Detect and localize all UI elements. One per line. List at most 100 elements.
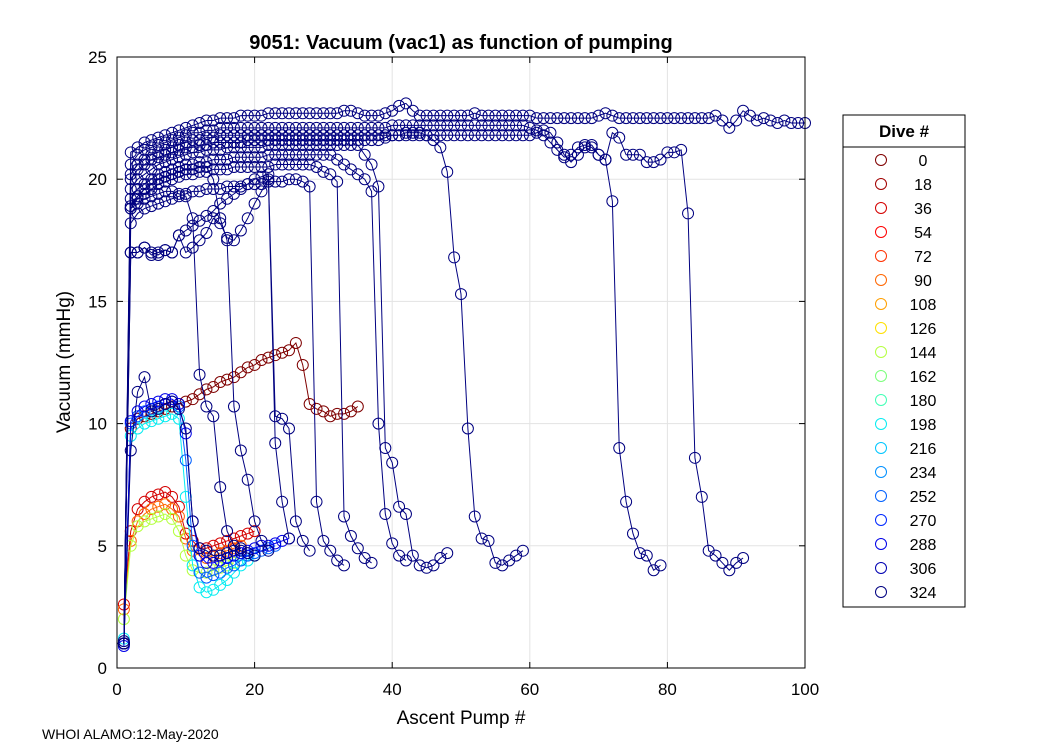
data-series-group	[117, 97, 811, 653]
data-point	[695, 490, 708, 503]
data-point	[214, 163, 227, 176]
data-point	[124, 182, 137, 195]
legend-marker	[875, 418, 887, 430]
data-point	[283, 121, 295, 134]
data-point	[344, 138, 357, 151]
data-point	[627, 527, 639, 540]
data-point	[166, 173, 179, 186]
data-point	[482, 119, 495, 132]
data-point	[496, 109, 509, 122]
data-point	[613, 442, 626, 455]
data-point	[351, 542, 364, 555]
data-point	[193, 368, 206, 381]
data-point	[289, 158, 302, 171]
data-point	[227, 234, 240, 247]
data-point	[166, 400, 179, 413]
data-point	[331, 107, 344, 120]
data-point	[145, 512, 158, 525]
data-point	[571, 148, 584, 161]
legend-label: 36	[914, 201, 932, 218]
data-point	[317, 534, 330, 547]
data-point	[475, 109, 488, 122]
data-point	[214, 212, 227, 225]
data-point	[172, 138, 185, 151]
data-point	[661, 112, 674, 125]
data-point	[365, 556, 378, 569]
data-point	[172, 500, 185, 513]
data-point	[214, 537, 227, 550]
legend-marker	[875, 154, 887, 166]
data-point	[255, 354, 268, 367]
data-point	[283, 158, 295, 171]
legend-label: 234	[910, 465, 937, 482]
data-point	[227, 180, 240, 193]
data-point	[255, 141, 268, 154]
data-point	[324, 138, 337, 151]
data-point	[338, 510, 351, 523]
data-point	[627, 148, 639, 161]
data-point	[200, 383, 213, 396]
data-point	[606, 109, 619, 122]
data-point	[441, 165, 454, 178]
legend-label: 108	[910, 297, 937, 314]
data-point	[379, 107, 392, 120]
data-point	[372, 109, 385, 122]
data-point	[193, 146, 206, 159]
data-point	[537, 129, 550, 142]
data-point	[331, 138, 344, 151]
data-point	[399, 508, 412, 521]
data-point	[159, 185, 172, 198]
data-point	[310, 148, 323, 161]
data-point	[172, 187, 185, 200]
x-tick-label: 100	[791, 680, 819, 699]
data-point	[393, 500, 406, 513]
data-point	[338, 138, 351, 151]
data-point	[172, 165, 185, 178]
data-point	[523, 109, 536, 122]
data-point	[420, 119, 433, 132]
data-point	[317, 148, 330, 161]
data-point	[558, 112, 571, 125]
data-point	[303, 544, 316, 557]
y-tick-label: 20	[88, 170, 107, 189]
data-point	[537, 124, 550, 137]
data-point	[448, 109, 461, 122]
data-point	[207, 173, 220, 186]
data-point	[496, 129, 509, 142]
series-16	[117, 173, 295, 650]
data-point	[516, 544, 529, 557]
data-point	[489, 556, 502, 569]
data-point	[455, 129, 467, 142]
data-point	[289, 138, 302, 151]
data-point	[427, 134, 440, 147]
data-point	[344, 530, 357, 543]
data-point	[406, 119, 419, 132]
data-point	[427, 559, 440, 572]
data-point	[420, 561, 433, 574]
data-point	[221, 552, 234, 565]
data-point	[386, 537, 399, 550]
data-point	[152, 158, 165, 171]
x-tick-label: 60	[520, 680, 539, 699]
data-point	[441, 547, 454, 560]
series-10	[117, 126, 529, 650]
data-point	[482, 109, 495, 122]
data-point	[406, 129, 419, 142]
data-point	[269, 175, 282, 188]
data-point	[551, 112, 564, 125]
data-point	[248, 178, 261, 191]
data-point	[647, 156, 660, 169]
series-line	[123, 124, 744, 644]
data-point	[310, 495, 323, 508]
data-point	[283, 107, 295, 120]
data-point	[688, 112, 701, 125]
data-point	[179, 148, 192, 161]
data-point	[455, 288, 467, 301]
data-point	[695, 112, 708, 125]
data-point	[372, 417, 385, 430]
series-line	[123, 144, 448, 644]
data-point	[138, 371, 151, 384]
data-point	[152, 197, 165, 210]
data-point	[152, 178, 165, 191]
